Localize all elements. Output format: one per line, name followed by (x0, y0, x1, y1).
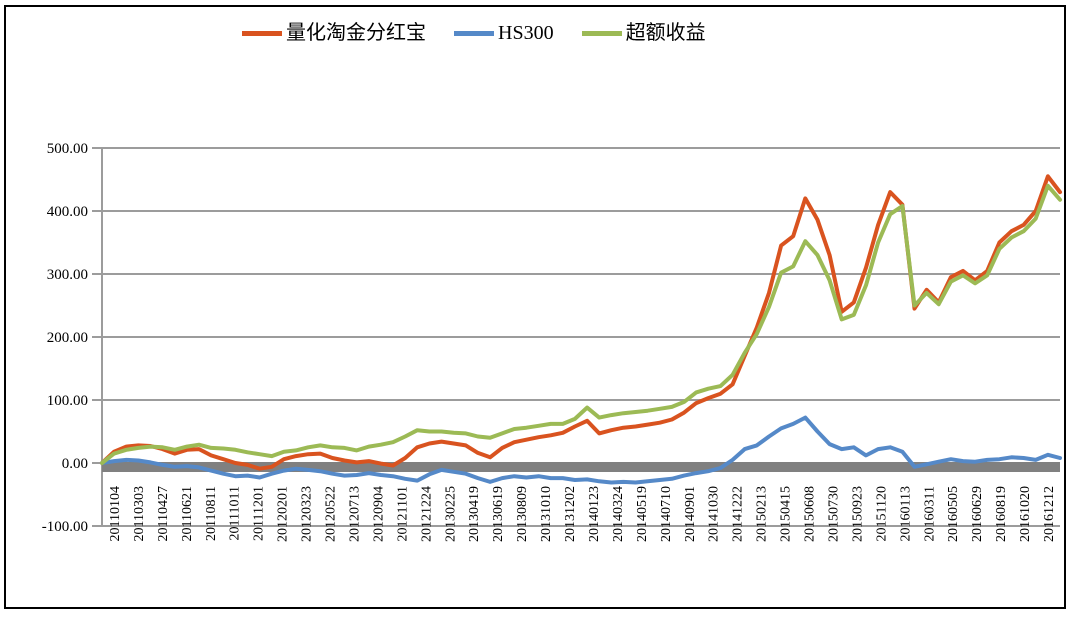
x-tick-label: 20130809 (515, 486, 530, 542)
y-tick-label: 0.00 (62, 456, 88, 472)
x-tick-label: 20110811 (204, 486, 219, 541)
x-tick-label: 20160113 (898, 486, 913, 541)
x-tick-label: 20120713 (347, 486, 362, 542)
gridlines (92, 147, 1060, 527)
fund-line-swatch (242, 30, 282, 36)
legend-item-excess: 超额收益 (581, 22, 706, 44)
x-tick-label: 20111011 (228, 486, 243, 540)
x-tick-label: 20120201 (276, 486, 291, 542)
fund-series-line (100, 174, 1062, 471)
x-tick-label: 20110621 (180, 486, 195, 541)
x-tick-label: 20110104 (108, 486, 123, 541)
y-tick-label: 500.00 (47, 141, 88, 157)
legend-label-hs300: HS300 (498, 22, 554, 44)
legend: 量化淘金分红宝 HS300 超额收益 (242, 22, 706, 44)
x-tick-label: 20110427 (156, 486, 171, 541)
x-tick-label: 20140519 (635, 486, 650, 542)
x-tick-label: 20150213 (755, 486, 770, 542)
x-axis-labels: 20110104 20110303 20110427 20110621 20110811… (108, 486, 1057, 542)
x-tick-label: 20160819 (994, 486, 1009, 542)
x-tick-label: 20121101 (395, 486, 410, 541)
x-tick-label: 20150608 (803, 486, 818, 542)
y-tick-label: -100.00 (42, 519, 88, 535)
x-tick-label: 20160311 (922, 486, 937, 541)
x-tick-label: 20141030 (707, 486, 722, 542)
x-tick-label: 20130419 (467, 486, 482, 542)
legend-label-fund: 量化淘金分红宝 (286, 22, 426, 44)
x-tick-label: 20120904 (371, 486, 386, 542)
x-tick-label: 20120323 (300, 486, 315, 542)
x-tick-label: 20140324 (611, 486, 626, 542)
x-tick-label: 20150923 (850, 486, 865, 542)
x-tick-label: 20141222 (731, 486, 746, 542)
x-tick-label: 20140123 (587, 486, 602, 542)
x-tick-label: 20130619 (491, 486, 506, 542)
x-tick-label: 20121224 (419, 486, 434, 542)
x-tick-label: 20140710 (659, 486, 674, 542)
y-tick-label: 300.00 (47, 267, 88, 283)
x-tick-label: 20111201 (252, 486, 267, 541)
x-tick-label: 20160629 (970, 486, 985, 542)
x-tick-label: 20151120 (874, 486, 889, 541)
hs300-series-line (100, 415, 1062, 485)
x-tick-label: 20120522 (324, 486, 339, 542)
y-tick-label: 200.00 (47, 330, 88, 346)
x-tick-label: 20110303 (132, 486, 147, 541)
hs300-line-swatch (454, 30, 494, 36)
x-tick-label: 20150415 (779, 486, 794, 542)
y-tick-label: 100.00 (47, 393, 88, 409)
x-tick-label: 20140901 (683, 486, 698, 542)
legend-item-hs300: HS300 (454, 22, 554, 44)
x-tick-label: 20161020 (1018, 486, 1033, 542)
y-tick-label: 400.00 (47, 204, 88, 220)
excess-line-swatch (581, 30, 622, 36)
x-tick-label: 20131010 (539, 486, 554, 542)
x-tick-label: 20161212 (1042, 486, 1057, 542)
x-tick-label: 20131202 (563, 486, 578, 542)
legend-item-fund: 量化淘金分红宝 (242, 22, 426, 44)
x-tick-label: 20150730 (826, 486, 841, 542)
excess-series-line (100, 183, 1062, 465)
legend-label-excess: 超额收益 (625, 22, 706, 44)
x-tick-label: 20130225 (443, 486, 458, 542)
y-axis-labels: 500.00 400.00 300.00 200.00 100.00 0.00 -100.0… (42, 141, 88, 535)
x-tick-label: 20160505 (946, 486, 961, 542)
